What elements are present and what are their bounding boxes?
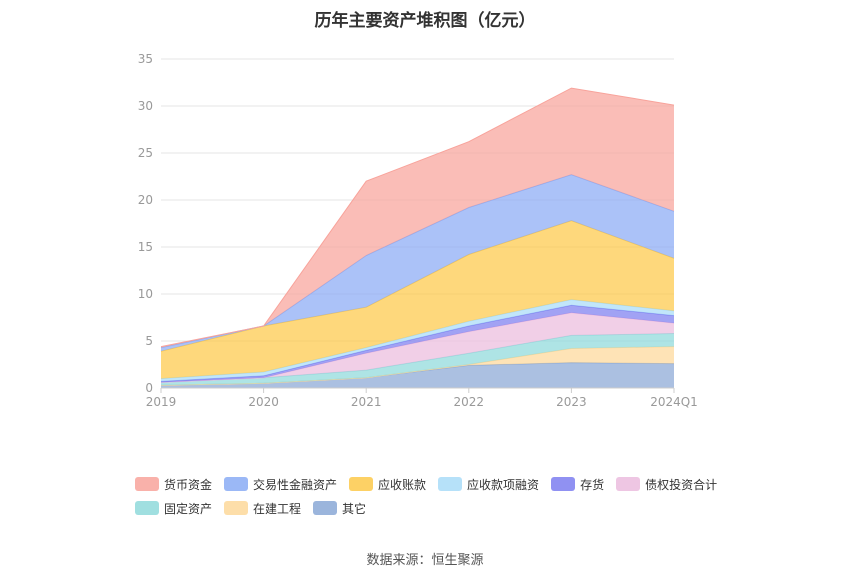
legend-label: 应收账款 (378, 477, 427, 492)
legend-swatch (135, 477, 159, 491)
legend-swatch (313, 501, 338, 515)
legend-label: 货币资金 (164, 477, 213, 492)
legend-label: 债权投资合计 (645, 477, 718, 492)
legend-label: 存货 (580, 477, 605, 492)
y-tick-label: 35 (138, 52, 153, 66)
area-line-存货 (160, 304, 675, 382)
y-tick-label: 10 (138, 287, 153, 301)
legend-item[interactable]: 债权投资合计 (616, 476, 717, 493)
legend-item[interactable]: 应收款项融资 (438, 476, 539, 493)
x-tick-label: 2024Q1 (650, 395, 698, 409)
area-series-固定资产 (161, 333, 674, 386)
x-tick-label: 2020 (248, 395, 279, 409)
legend-swatch (349, 477, 374, 491)
legend-row: 货币资金 交易性金融资产 应收账款 应收款项融资 存货 债权投资合计 (135, 472, 735, 496)
legend-item[interactable]: 在建工程 (224, 500, 301, 517)
legend-item[interactable]: 应收账款 (349, 476, 426, 493)
x-tick-label: 2023 (556, 395, 587, 409)
legend-swatch (224, 501, 249, 515)
x-tick-label: 2022 (454, 395, 485, 409)
area-series-应收账款 (161, 220, 674, 379)
legend-swatch (224, 477, 249, 491)
y-tick-label: 15 (138, 240, 153, 254)
legend-swatch (551, 477, 576, 491)
legend-label: 固定资产 (164, 501, 213, 516)
y-tick-label: 25 (138, 146, 153, 160)
legend-swatch (135, 501, 159, 515)
area-series-债权投资合计 (161, 312, 674, 383)
legend-item[interactable]: 其它 (313, 500, 366, 517)
area-series-交易性金融资产 (161, 174, 674, 352)
legend-item[interactable]: 存货 (551, 476, 604, 493)
chart-legend: 货币资金 交易性金融资产 应收账款 应收款项融资 存货 债权投资合计固定资产 在建工程 其它 (135, 472, 735, 520)
x-tick-label: 2019 (146, 395, 177, 409)
legend-label: 应收款项融资 (467, 477, 540, 492)
legend-swatch (616, 477, 641, 491)
area-series-应收款项融资 (161, 299, 674, 382)
area-line-货币资金 (160, 87, 675, 348)
legend-label: 在建工程 (253, 501, 302, 516)
legend-label: 其它 (342, 501, 367, 516)
x-tick-label: 2021 (351, 395, 382, 409)
legend-label: 交易性金融资产 (253, 477, 338, 492)
y-tick-label: 5 (145, 334, 153, 348)
legend-item[interactable]: 交易性金融资产 (224, 476, 337, 493)
legend-item[interactable]: 固定资产 (135, 500, 212, 517)
area-series-存货 (161, 305, 674, 383)
legend-swatch (438, 477, 463, 491)
area-series-在建工程 (161, 346, 674, 386)
y-tick-label: 30 (138, 99, 153, 113)
area-series-其它 (161, 362, 674, 388)
chart-title: 历年主要资产堆积图（亿元） (314, 11, 536, 31)
area-series-货币资金 (161, 88, 674, 348)
area-line-应收款项融资 (160, 299, 675, 380)
y-tick-label: 20 (138, 193, 153, 207)
y-tick-label: 0 (145, 381, 153, 395)
legend-item[interactable]: 货币资金 (135, 476, 212, 493)
data-source: 数据来源：恒生聚源 (366, 553, 484, 568)
legend-row: 固定资产 在建工程 其它 (135, 496, 735, 520)
